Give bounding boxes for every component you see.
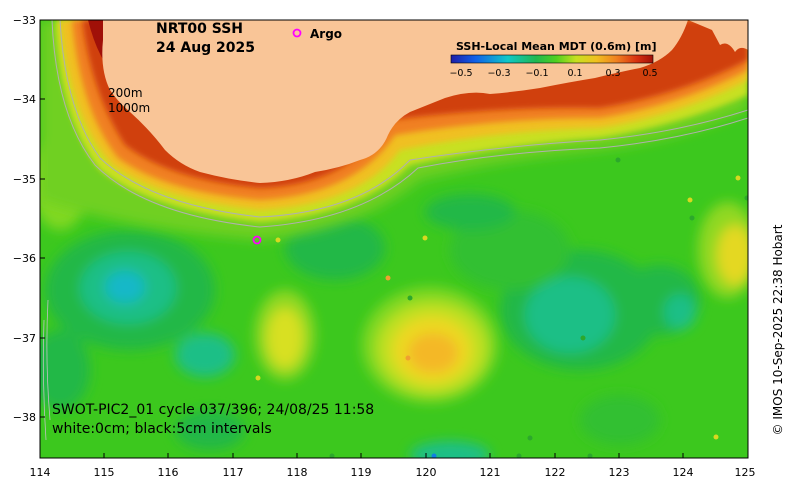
x-tick: 117 (223, 466, 244, 479)
depth-label-1000m: 1000m (108, 101, 150, 115)
ssh-low-anomalies (40, 194, 700, 458)
swot-info-line1: SWOT-PIC2_01 cycle 037/396; 24/08/25 11:… (52, 402, 374, 418)
y-tick: −34 (13, 93, 36, 106)
y-tick: −38 (13, 411, 36, 424)
plot-frame (39, 19, 749, 459)
map-title: NRT00 SSH (156, 21, 243, 37)
colorbar-tick: −0.3 (487, 68, 510, 79)
y-axis-labels: −33 −34 −35 −36 −37 −38 (13, 14, 36, 424)
colorbar-tick: 0.5 (642, 68, 657, 79)
depth-label-200m: 200m (108, 86, 143, 100)
x-tick: 118 (287, 466, 308, 479)
x-tick: 114 (30, 466, 51, 479)
y-tick: −36 (13, 252, 36, 265)
x-tick: 125 (735, 466, 756, 479)
x-tick: 120 (416, 466, 437, 479)
colorbar-tick: −0.5 (449, 68, 472, 79)
swot-info-line2: white:0cm; black:5cm intervals (52, 421, 272, 437)
argo-legend-icon (292, 28, 302, 38)
colorbar (450, 54, 654, 64)
x-tick: 116 (158, 466, 179, 479)
y-tick: −35 (13, 173, 36, 186)
land-east (688, 20, 748, 52)
x-tick: 122 (545, 466, 566, 479)
colorbar-tick: −0.1 (525, 68, 548, 79)
colorbar-ticks: −0.5 −0.3 −0.1 0.1 0.3 0.5 (449, 68, 657, 79)
y-tick: −33 (13, 14, 36, 27)
y-tick: −37 (13, 332, 36, 345)
credit-label: © IMOS 10-Sep-2025 22:38 Hobart (771, 224, 785, 435)
isobath-1000m (51, 20, 748, 228)
observation-markers (255, 157, 748, 458)
swot-contours (42, 299, 51, 441)
argo-float-marker[interactable] (252, 235, 262, 245)
x-tick: 124 (673, 466, 694, 479)
colorbar-tick: 0.3 (605, 68, 620, 79)
x-tick: 115 (94, 466, 115, 479)
isobath-200m (59, 20, 748, 218)
x-tick: 123 (609, 466, 630, 479)
colorbar-tick: 0.1 (567, 68, 582, 79)
axis-tick-marks (39, 19, 749, 458)
x-tick: 121 (480, 466, 501, 479)
colorbar-title: SSH-Local Mean MDT (0.6m) [m] (456, 40, 656, 53)
argo-legend-label: Argo (310, 27, 342, 41)
ssh-field (40, 20, 748, 458)
x-axis-labels: 114 115 116 117 118 119 120 121 122 123 … (30, 466, 756, 479)
x-tick: 119 (351, 466, 372, 479)
map-date: 24 Aug 2025 (156, 40, 255, 56)
